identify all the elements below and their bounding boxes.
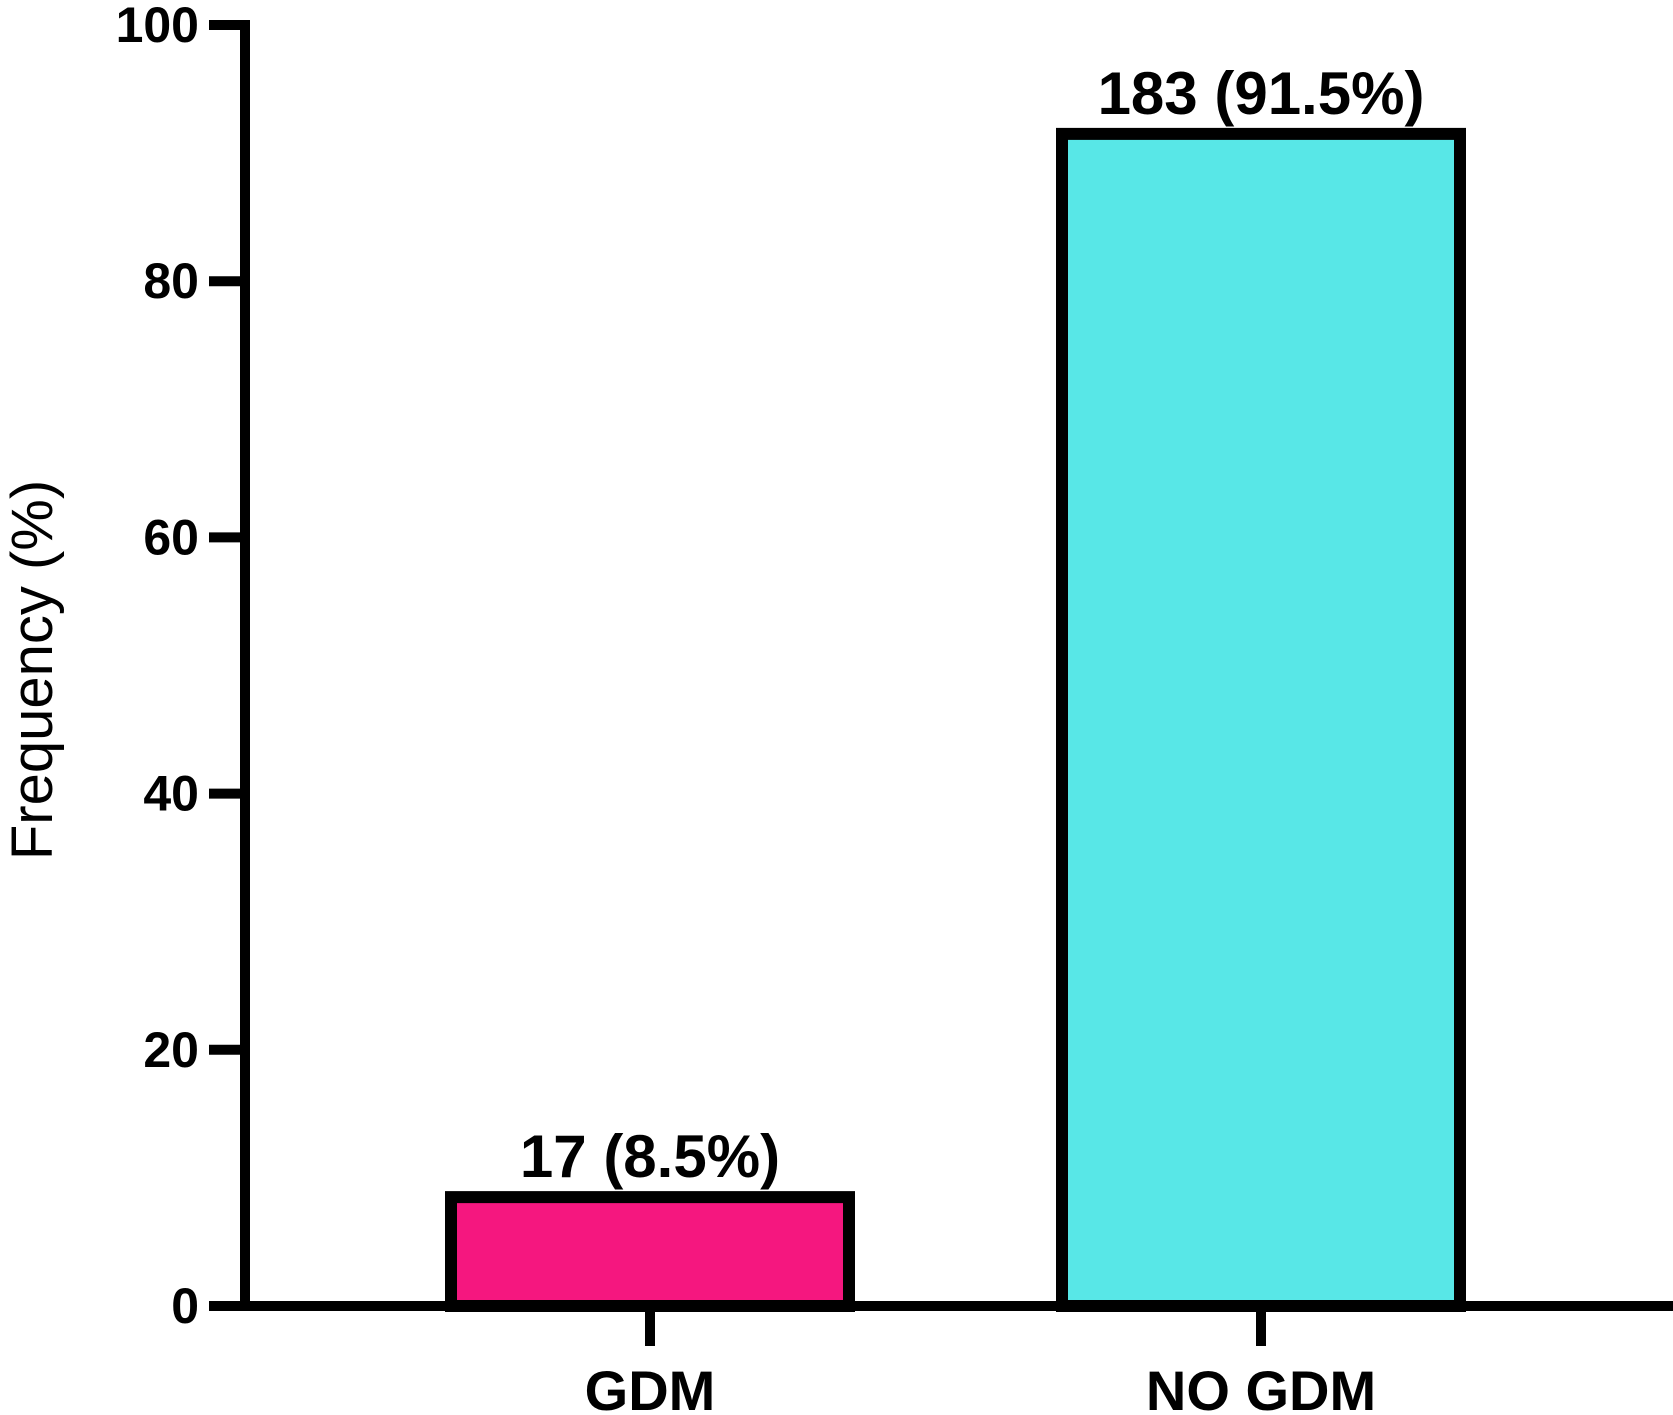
data-label: 183 (91.5%) [1098, 60, 1425, 127]
y-axis-title: Frequency (%) [0, 480, 65, 860]
y-tick-label: 40 [143, 766, 199, 822]
x-axis-ticks: GDM NO GDM [585, 1306, 1376, 1415]
y-tick-label: 0 [171, 1278, 199, 1334]
bars: 17 (8.5%) 183 (91.5%) [445, 60, 1466, 1312]
x-tick-label: GDM [585, 1359, 716, 1415]
bar-no-gdm [1056, 127, 1466, 1312]
bar-gdm [445, 1191, 855, 1312]
x-tick-label: NO GDM [1146, 1359, 1376, 1415]
y-axis-ticks: 0 20 40 60 80 100 [116, 0, 245, 1334]
y-tick-label: 60 [143, 509, 199, 565]
y-tick-label: 80 [143, 253, 199, 309]
y-tick-label: 20 [143, 1022, 199, 1078]
y-tick-label: 100 [116, 0, 199, 53]
data-label: 17 (8.5%) [520, 1123, 780, 1190]
